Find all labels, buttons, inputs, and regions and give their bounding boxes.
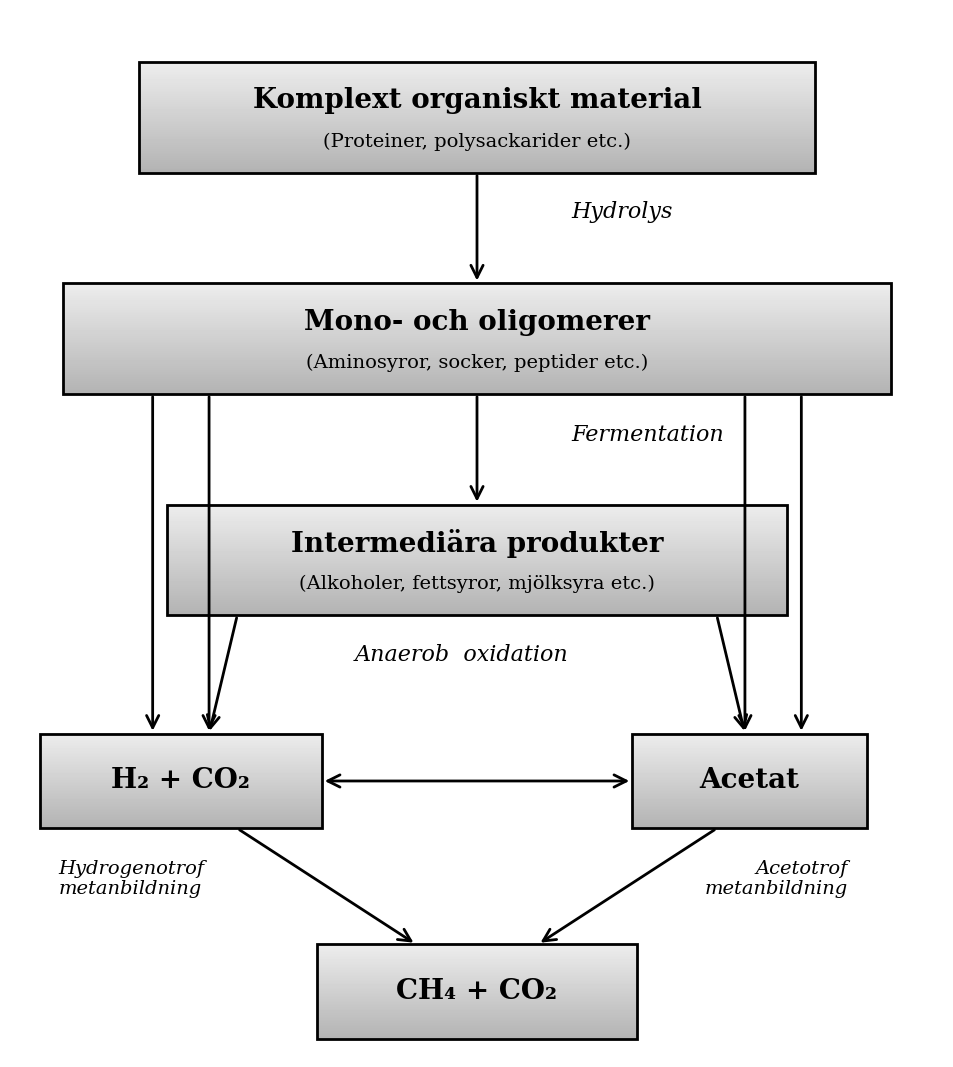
Bar — [167, 505, 786, 615]
Text: (Alkoholer, fettsyror, mjölksyra etc.): (Alkoholer, fettsyror, mjölksyra etc.) — [298, 575, 655, 593]
Bar — [316, 944, 637, 1039]
Text: Fermentation: Fermentation — [571, 424, 723, 446]
Bar — [138, 62, 815, 173]
Text: Acetat: Acetat — [699, 767, 799, 795]
Text: Hydrolys: Hydrolys — [571, 202, 672, 223]
Text: Komplext organiskt material: Komplext organiskt material — [253, 87, 700, 114]
Text: (Proteiner, polysackarider etc.): (Proteiner, polysackarider etc.) — [323, 132, 630, 150]
Text: (Aminosyror, socker, peptider etc.): (Aminosyror, socker, peptider etc.) — [306, 354, 647, 372]
Bar — [40, 734, 321, 828]
Bar — [632, 734, 866, 828]
Text: CH₄ + CO₂: CH₄ + CO₂ — [396, 978, 557, 1005]
Text: Intermediära produkter: Intermediära produkter — [291, 529, 662, 558]
Bar — [63, 284, 890, 394]
Text: Anaerob  oxidation: Anaerob oxidation — [355, 643, 568, 666]
Text: Hydrogenotrof
metanbildning: Hydrogenotrof metanbildning — [58, 860, 205, 898]
Text: Acetotrof
metanbildning: Acetotrof metanbildning — [704, 860, 847, 898]
Text: Mono- och oligomerer: Mono- och oligomerer — [304, 308, 649, 336]
Text: H₂ + CO₂: H₂ + CO₂ — [112, 767, 250, 795]
